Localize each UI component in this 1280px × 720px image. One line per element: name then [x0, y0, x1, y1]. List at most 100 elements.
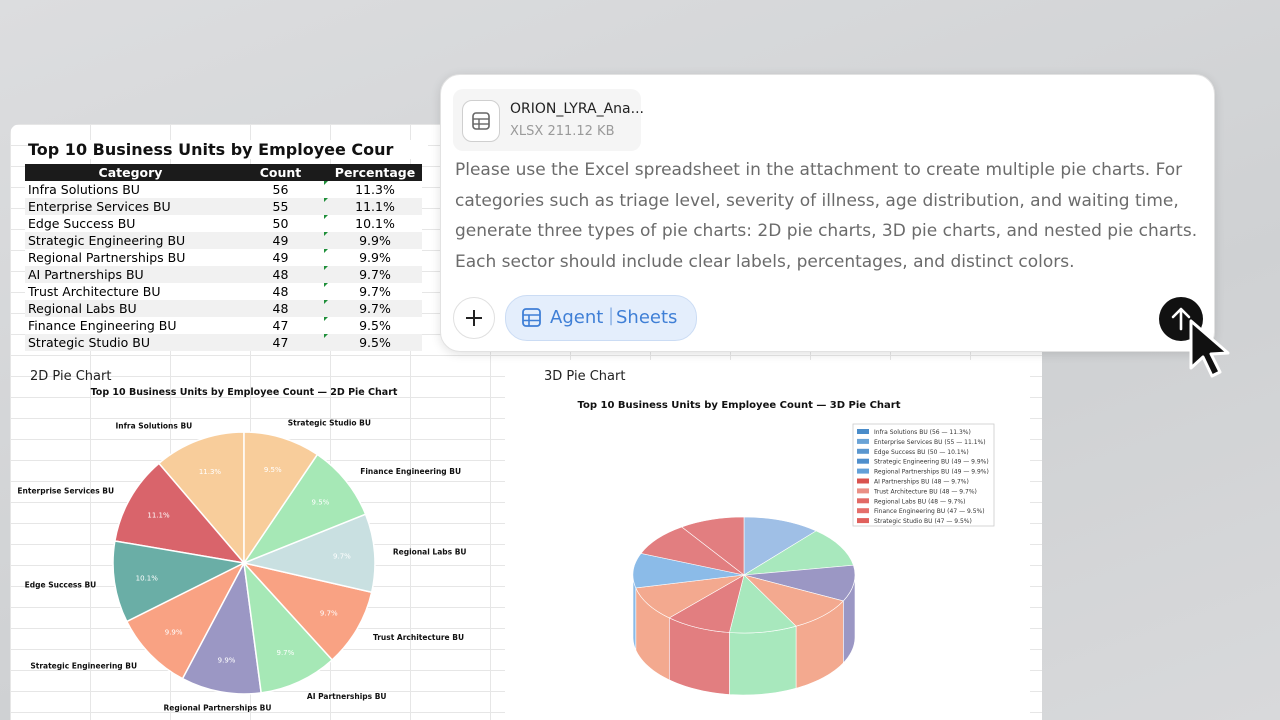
table-cell: Regional Partnerships BU	[28, 250, 186, 265]
table-cell: Enterprise Services BU	[28, 199, 171, 214]
table-cell: 48	[233, 300, 328, 317]
pie-slice	[157, 431, 245, 566]
slice-value-label: 9.7%	[276, 649, 294, 657]
table-row: AI Partnerships BU 48 9.7%	[25, 266, 422, 283]
slice-label: AI Partnerships BU	[307, 692, 387, 701]
file-icon	[462, 100, 500, 142]
cell-flag	[324, 249, 328, 253]
prompt-text: Please use the Excel spreadsheet in the …	[455, 155, 1197, 277]
slice-label: Strategic Engineering BU	[30, 661, 137, 670]
slice-label: Infra Solutions BU	[116, 421, 193, 430]
arrow-up-icon	[1171, 307, 1191, 331]
pie-slice	[114, 462, 246, 565]
table-row: Strategic Engineering BU 49 9.9%	[25, 232, 422, 249]
pie-slice	[241, 513, 376, 594]
slice-label: Regional Partnerships BU	[164, 703, 272, 712]
legend-swatch	[857, 498, 869, 504]
slice-value-label: 11.3%	[199, 468, 222, 476]
table-cell: Edge Success BU	[28, 216, 136, 231]
chart-title: Top 10 Business Units by Employee Count …	[91, 387, 398, 398]
pie-slice	[242, 453, 367, 565]
cell-flag	[324, 283, 328, 287]
table-row: Strategic Studio BU 47 9.5%	[25, 334, 422, 351]
data-table: Category Count Percentage Infra Solutions B…	[25, 164, 422, 351]
slice-label: Strategic Studio BU	[288, 419, 371, 428]
agent-mode-button[interactable]: Agent | Sheets	[505, 295, 697, 341]
table-cell: AI Partnerships BU	[28, 267, 144, 282]
pie-slice	[242, 560, 334, 694]
cell-flag	[324, 181, 328, 185]
table-cell: 9.5%	[359, 335, 391, 350]
add-button[interactable]	[453, 297, 495, 339]
cell-flag	[324, 215, 328, 219]
legend-entry: Enterprise Services BU (55 — 11.1%)	[874, 439, 986, 446]
table-cell: 9.7%	[359, 267, 391, 282]
pie-slice	[181, 560, 263, 695]
cell-flag	[324, 266, 328, 270]
slice-label: Edge Success BU	[25, 580, 97, 589]
table-cell: Trust Architecture BU	[28, 284, 161, 299]
plus-icon	[466, 310, 482, 326]
legend-entry: Regional Labs BU (48 — 9.7%)	[874, 498, 965, 505]
pie-slice	[681, 516, 745, 576]
header-cell: Category	[98, 165, 163, 180]
legend-swatch	[857, 438, 869, 444]
legend-entry: AI Partnerships BU (48 — 9.7%)	[874, 479, 969, 486]
pie-slice	[241, 561, 373, 661]
slice-value-label: 9.7%	[333, 552, 351, 560]
legend-entry: Strategic Engineering BU (49 — 9.9%)	[874, 459, 989, 466]
legend-swatch	[857, 488, 869, 494]
legend-swatch	[857, 458, 869, 464]
table-cell: 9.7%	[359, 301, 391, 316]
agent-label: Agent	[550, 307, 604, 328]
legend-box	[852, 423, 995, 527]
table-row: Edge Success BU 50 10.1%	[25, 215, 422, 232]
mode-label: Sheets	[616, 307, 678, 328]
table-row: Regional Partnerships BU 49 9.9%	[25, 249, 422, 266]
slice-value-label: 9.9%	[218, 657, 236, 665]
section-label: 3D Pie Chart	[544, 369, 625, 384]
table-cell: 9.7%	[359, 284, 391, 299]
legend-entry: Strategic Studio BU (47 — 9.5%)	[874, 518, 972, 525]
slice-value-label: 9.5%	[312, 498, 330, 506]
mouse-cursor	[1189, 319, 1230, 378]
legend-swatch	[857, 429, 869, 434]
legend-swatch	[857, 468, 869, 474]
prompt-line: generate three types of pie charts: 2D p…	[455, 221, 1198, 241]
table-cell: 56	[233, 181, 328, 198]
header-cell: Percentage	[334, 165, 416, 180]
slice-label: Enterprise Services BU	[17, 487, 114, 496]
section-label: 2D Pie Chart	[30, 369, 111, 384]
table-row: Infra Solutions BU 56 11.3%	[25, 181, 422, 198]
legend-swatch	[857, 508, 869, 514]
legend-entry: Finance Engineering BU (47 — 9.5%)	[874, 508, 985, 515]
attachment[interactable]: ORION_LYRA_Ana... XLSX 211.12 KB	[453, 89, 644, 151]
slice-label: Regional Labs BU	[393, 548, 467, 557]
legend-entry: Infra Solutions BU (56 — 11.3%)	[874, 429, 971, 436]
table-cell: 11.3%	[355, 182, 395, 197]
legend-swatch	[857, 448, 869, 454]
slice-value-label: 9.5%	[264, 466, 282, 474]
pie-slice	[743, 516, 817, 576]
table-cell: Strategic Engineering BU	[28, 233, 186, 248]
table-row: Trust Architecture BU 48 9.7%	[25, 283, 422, 300]
table-cell: 10.1%	[355, 216, 395, 231]
table-cell: Regional Labs BU	[28, 301, 137, 316]
table-cell: 9.5%	[359, 318, 391, 333]
header-row: Category Count Percentage	[25, 164, 422, 181]
cell-flag	[324, 300, 328, 304]
table-cell: 49	[233, 249, 328, 266]
slice-label: Trust Architecture BU	[373, 633, 464, 642]
table-cell: Strategic Studio BU	[28, 335, 150, 350]
legend-swatch	[857, 518, 869, 524]
table-icon	[522, 308, 541, 327]
legend-entry: Edge Success BU (50 — 10.1%)	[874, 449, 969, 456]
prompt-card: ORION_LYRA_Ana... XLSX 211.12 KB Please …	[440, 74, 1215, 352]
slice-value-label: 11.1%	[147, 511, 170, 519]
table-cell: 50	[233, 215, 328, 232]
slice-value-label: 10.1%	[136, 574, 159, 582]
table-title: Top 10 Business Units by Employee Cour	[28, 140, 428, 159]
table-cell: 9.9%	[359, 250, 391, 265]
